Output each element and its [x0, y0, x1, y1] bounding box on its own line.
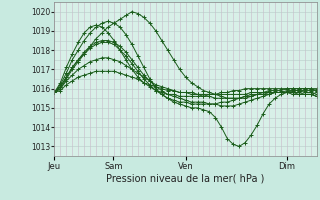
X-axis label: Pression niveau de la mer( hPa ): Pression niveau de la mer( hPa ): [107, 173, 265, 183]
